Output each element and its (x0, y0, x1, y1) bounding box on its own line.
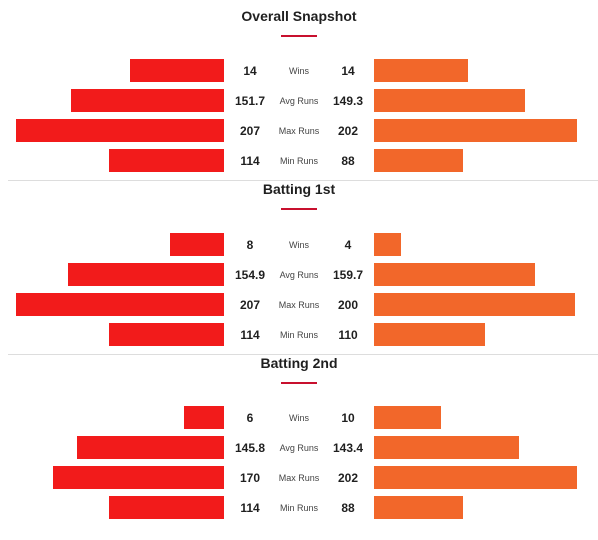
section-2-min-runs-right-bar (374, 496, 463, 519)
section-title-batting-2nd: Batting 2nd (260, 355, 338, 371)
section-1-min-runs-right-bar (374, 323, 485, 346)
section-divider (8, 354, 598, 355)
section-1-max-runs-right-bar (374, 293, 575, 316)
section-2-min-runs-right-value: 88 (341, 501, 355, 515)
section-0-max-runs-right-value: 202 (337, 124, 359, 138)
section-0-avg-runs-right-bar (374, 89, 525, 112)
section-2-wins-label: Wins (289, 413, 309, 423)
section-0-min-runs-left-value: 114 (240, 154, 260, 168)
section-0-min-runs-label: Min Runs (279, 156, 318, 166)
section-0-min-runs-right-bar (374, 149, 463, 172)
section-1-wins-left-bar (170, 233, 224, 256)
section-0-wins-right-value: 14 (341, 64, 355, 78)
section-0-max-runs-right-bar (374, 119, 577, 142)
section-0-wins-left-bar (130, 59, 224, 82)
section-0-wins-left-value: 14 (243, 64, 257, 78)
section-title-overall: Overall Snapshot (241, 8, 357, 24)
section-0-min-runs-left-bar (109, 149, 224, 172)
section-1-avg-runs-left-value: 154.9 (234, 268, 266, 282)
section-0-max-runs-left-value: 207 (239, 124, 261, 138)
section-0-avg-runs-right-value: 149.3 (332, 94, 364, 108)
section-0-avg-runs-label: Avg Runs (279, 96, 319, 106)
section-0-wins-label: Wins (289, 66, 309, 76)
section-title-batting-1st: Batting 1st (262, 181, 336, 197)
section-2-avg-runs-right-bar (374, 436, 519, 459)
section-1-wins-label: Wins (289, 240, 309, 250)
section-2-max-runs-left-bar (53, 466, 224, 489)
section-2-min-runs-label: Min Runs (279, 503, 318, 513)
section-0-min-runs-right-value: 88 (341, 154, 355, 168)
section-1-max-runs-right-value: 200 (337, 298, 359, 312)
title-underline (281, 35, 317, 37)
section-0-max-runs-left-bar (16, 119, 224, 142)
section-1-max-runs-label: Max Runs (278, 300, 320, 310)
section-0-avg-runs-left-bar (71, 89, 224, 112)
title-underline (281, 208, 317, 210)
section-2-avg-runs-label: Avg Runs (279, 443, 319, 453)
section-0-wins-right-bar (374, 59, 468, 82)
section-2-max-runs-right-bar (374, 466, 577, 489)
section-1-wins-left-value: 8 (246, 238, 254, 252)
section-1-min-runs-left-bar (109, 323, 224, 346)
section-0-max-runs-label: Max Runs (278, 126, 320, 136)
section-2-max-runs-label: Max Runs (278, 473, 320, 483)
title-underline (281, 382, 317, 384)
section-1-wins-right-value: 4 (344, 238, 352, 252)
section-2-wins-left-bar (184, 406, 224, 429)
section-2-max-runs-right-value: 202 (337, 471, 359, 485)
section-1-max-runs-left-value: 207 (239, 298, 261, 312)
section-0-avg-runs-left-value: 151.7 (234, 94, 266, 108)
section-2-min-runs-left-value: 114 (240, 501, 260, 515)
section-1-avg-runs-right-bar (374, 263, 535, 286)
section-2-avg-runs-right-value: 143.4 (332, 441, 364, 455)
section-1-min-runs-left-value: 114 (240, 328, 260, 342)
section-2-wins-right-bar (374, 406, 441, 429)
section-1-min-runs-label: Min Runs (279, 330, 318, 340)
section-1-avg-runs-label: Avg Runs (279, 270, 319, 280)
section-1-avg-runs-left-bar (68, 263, 224, 286)
section-1-avg-runs-right-value: 159.7 (332, 268, 364, 282)
section-2-avg-runs-left-bar (77, 436, 224, 459)
section-2-wins-left-value: 6 (246, 411, 254, 425)
section-1-wins-right-bar (374, 233, 401, 256)
section-divider (8, 180, 598, 181)
section-1-min-runs-right-value: 110 (338, 328, 358, 342)
section-1-max-runs-left-bar (16, 293, 224, 316)
section-2-avg-runs-left-value: 145.8 (234, 441, 266, 455)
section-2-max-runs-left-value: 170 (239, 471, 261, 485)
section-2-min-runs-left-bar (109, 496, 224, 519)
section-2-wins-right-value: 10 (341, 411, 355, 425)
